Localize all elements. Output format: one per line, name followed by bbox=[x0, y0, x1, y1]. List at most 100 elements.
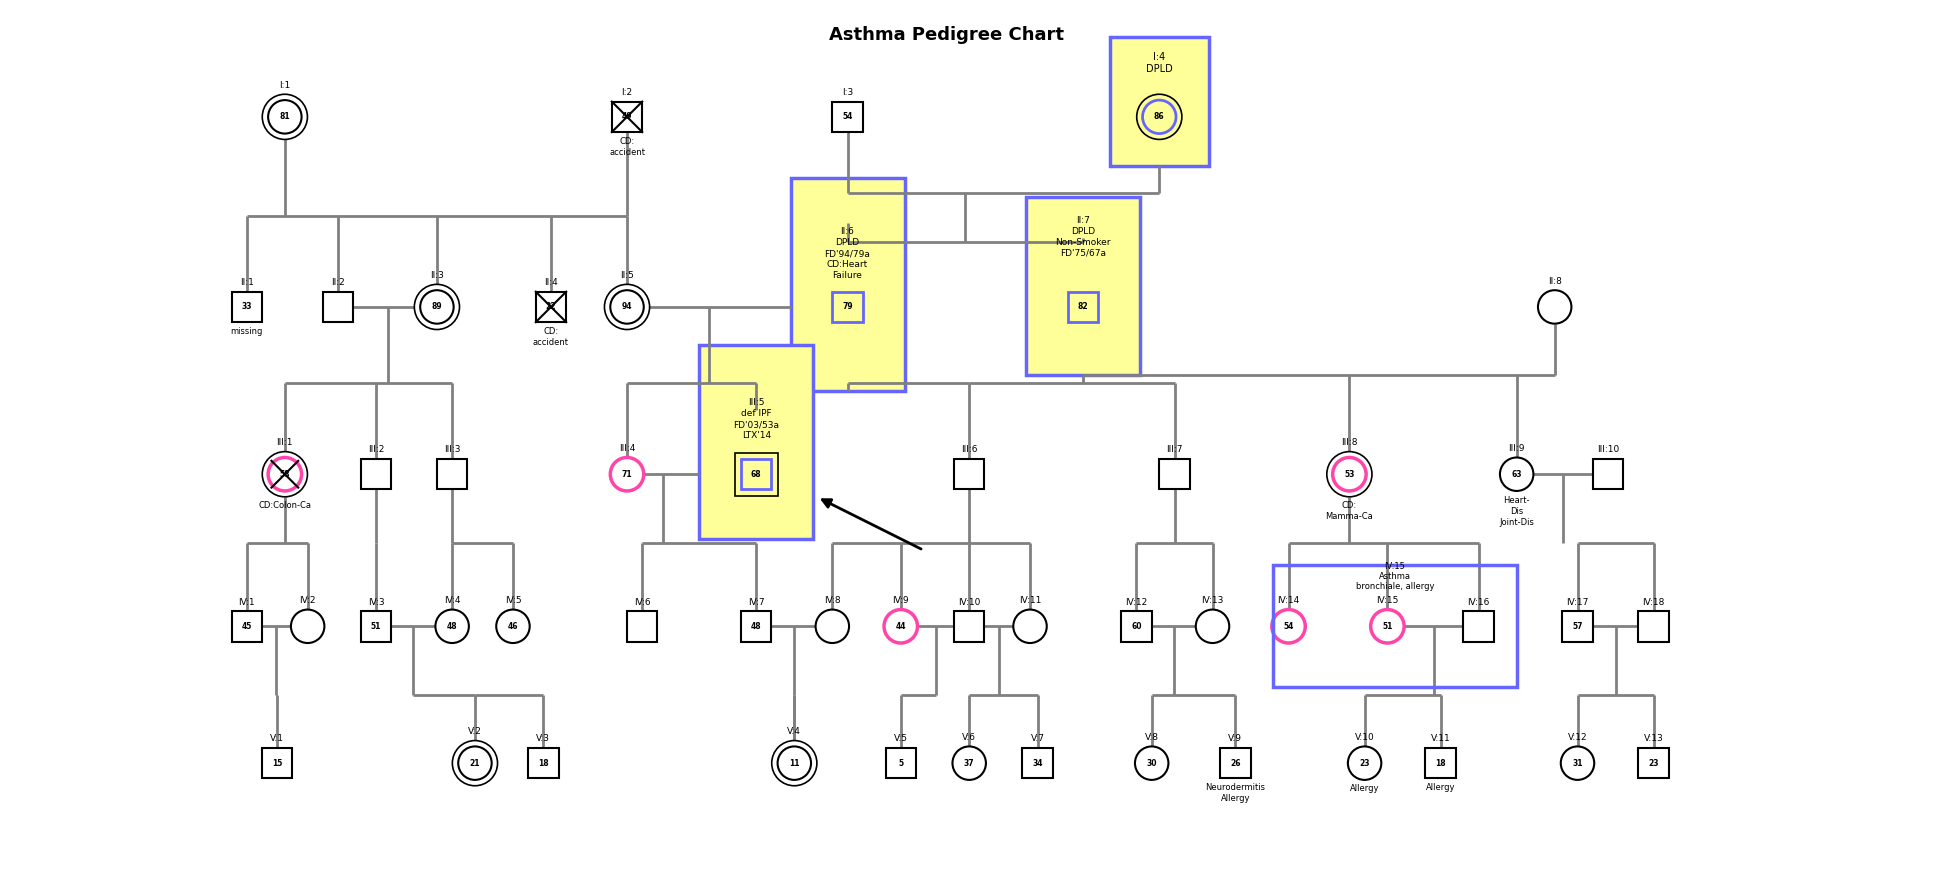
Text: Allergy: Allergy bbox=[1351, 784, 1380, 794]
Text: 58: 58 bbox=[280, 470, 290, 479]
Text: 15: 15 bbox=[272, 759, 282, 767]
Text: 94: 94 bbox=[623, 303, 632, 312]
Text: III:8: III:8 bbox=[1341, 438, 1358, 447]
Circle shape bbox=[1195, 610, 1230, 643]
Circle shape bbox=[1135, 746, 1168, 780]
Text: III:1: III:1 bbox=[276, 438, 294, 447]
Text: IV:18: IV:18 bbox=[1642, 598, 1664, 606]
Text: IV:4: IV:4 bbox=[444, 596, 461, 605]
Text: 23: 23 bbox=[1360, 759, 1370, 767]
Text: Asthma Pedigree Chart: Asthma Pedigree Chart bbox=[829, 26, 1064, 44]
Text: IV:5: IV:5 bbox=[504, 596, 522, 605]
Text: IV:9: IV:9 bbox=[893, 596, 909, 605]
FancyBboxPatch shape bbox=[699, 345, 813, 539]
Text: IV:3: IV:3 bbox=[368, 598, 385, 606]
Circle shape bbox=[1349, 746, 1382, 780]
Text: IV:17: IV:17 bbox=[1567, 598, 1588, 606]
Text: III:2: III:2 bbox=[368, 445, 383, 454]
Text: V:3: V:3 bbox=[537, 735, 551, 744]
Circle shape bbox=[611, 290, 644, 324]
FancyBboxPatch shape bbox=[1109, 37, 1208, 166]
Text: CD:
accident: CD: accident bbox=[533, 326, 568, 347]
Text: 81: 81 bbox=[280, 113, 290, 121]
Circle shape bbox=[773, 741, 817, 786]
Text: III:10: III:10 bbox=[1598, 445, 1619, 454]
Bar bbox=[1068, 292, 1098, 322]
Bar bbox=[1639, 611, 1670, 642]
Text: I:2: I:2 bbox=[621, 88, 632, 97]
Bar bbox=[360, 459, 391, 489]
Bar bbox=[736, 453, 778, 495]
Text: V:7: V:7 bbox=[1031, 735, 1045, 744]
Text: IV:7: IV:7 bbox=[747, 598, 765, 606]
Text: CD:
accident: CD: accident bbox=[609, 136, 644, 157]
Circle shape bbox=[496, 610, 529, 643]
Bar bbox=[1022, 748, 1053, 779]
Circle shape bbox=[883, 610, 917, 643]
Text: I:3: I:3 bbox=[843, 88, 852, 97]
Text: missing: missing bbox=[232, 326, 263, 335]
Text: 71: 71 bbox=[621, 470, 632, 479]
Text: Neurodermitis
Allergy: Neurodermitis Allergy bbox=[1205, 783, 1265, 803]
Bar bbox=[833, 292, 862, 322]
Bar bbox=[323, 292, 354, 322]
Circle shape bbox=[952, 746, 987, 780]
Bar bbox=[1424, 748, 1456, 779]
Text: 23: 23 bbox=[1648, 759, 1658, 767]
Text: II:1: II:1 bbox=[239, 278, 253, 287]
Text: IV:1: IV:1 bbox=[239, 598, 255, 606]
Text: 30: 30 bbox=[1146, 759, 1158, 767]
Text: 79: 79 bbox=[843, 303, 852, 312]
Text: II:4: II:4 bbox=[545, 278, 559, 287]
Bar bbox=[1121, 611, 1152, 642]
Text: V:5: V:5 bbox=[893, 735, 907, 744]
Text: 45: 45 bbox=[241, 622, 253, 631]
Text: V:10: V:10 bbox=[1354, 733, 1374, 742]
Text: V:1: V:1 bbox=[270, 735, 284, 744]
Text: IV:10: IV:10 bbox=[957, 598, 981, 606]
Circle shape bbox=[1136, 94, 1181, 139]
Text: III:7: III:7 bbox=[1166, 445, 1183, 454]
Text: V:9: V:9 bbox=[1228, 735, 1242, 744]
Text: IV:13: IV:13 bbox=[1201, 596, 1224, 605]
Bar bbox=[360, 611, 391, 642]
Circle shape bbox=[1370, 610, 1405, 643]
Text: 57: 57 bbox=[1572, 622, 1582, 631]
Text: II:3: II:3 bbox=[430, 271, 444, 280]
Text: II:2: II:2 bbox=[331, 278, 344, 287]
Circle shape bbox=[1333, 458, 1366, 491]
Text: IV:6: IV:6 bbox=[634, 598, 650, 606]
Text: V:2: V:2 bbox=[467, 727, 483, 736]
Text: II:5: II:5 bbox=[621, 271, 634, 280]
Bar bbox=[1639, 748, 1670, 779]
Circle shape bbox=[1327, 451, 1372, 497]
Text: 54: 54 bbox=[1282, 622, 1294, 631]
Text: 68: 68 bbox=[751, 470, 761, 479]
Text: III:9: III:9 bbox=[1508, 444, 1526, 453]
Text: 82: 82 bbox=[1078, 303, 1088, 312]
Text: IV:8: IV:8 bbox=[823, 596, 841, 605]
Bar bbox=[438, 459, 467, 489]
Circle shape bbox=[263, 451, 307, 497]
Text: 60: 60 bbox=[1131, 622, 1142, 631]
Text: IV:12: IV:12 bbox=[1125, 598, 1148, 606]
Text: III:6: III:6 bbox=[961, 445, 977, 454]
Text: III:4: III:4 bbox=[619, 444, 634, 453]
Text: IV:15: IV:15 bbox=[1376, 596, 1399, 605]
Bar bbox=[741, 459, 771, 489]
Bar bbox=[1592, 459, 1623, 489]
Text: II:6
DPLD
FD'94/79a
CD:Heart
Failure: II:6 DPLD FD'94/79a CD:Heart Failure bbox=[825, 227, 870, 281]
Text: V:11: V:11 bbox=[1430, 735, 1450, 744]
Text: 18: 18 bbox=[539, 759, 549, 767]
Bar bbox=[741, 611, 771, 642]
Circle shape bbox=[1500, 458, 1533, 491]
Bar bbox=[535, 292, 566, 322]
Circle shape bbox=[292, 610, 325, 643]
Text: 37: 37 bbox=[963, 759, 975, 767]
Circle shape bbox=[778, 746, 811, 780]
Circle shape bbox=[414, 284, 459, 329]
Text: 89: 89 bbox=[432, 303, 442, 312]
Text: 5: 5 bbox=[899, 759, 903, 767]
Circle shape bbox=[605, 284, 650, 329]
Text: IV:14: IV:14 bbox=[1277, 596, 1300, 605]
